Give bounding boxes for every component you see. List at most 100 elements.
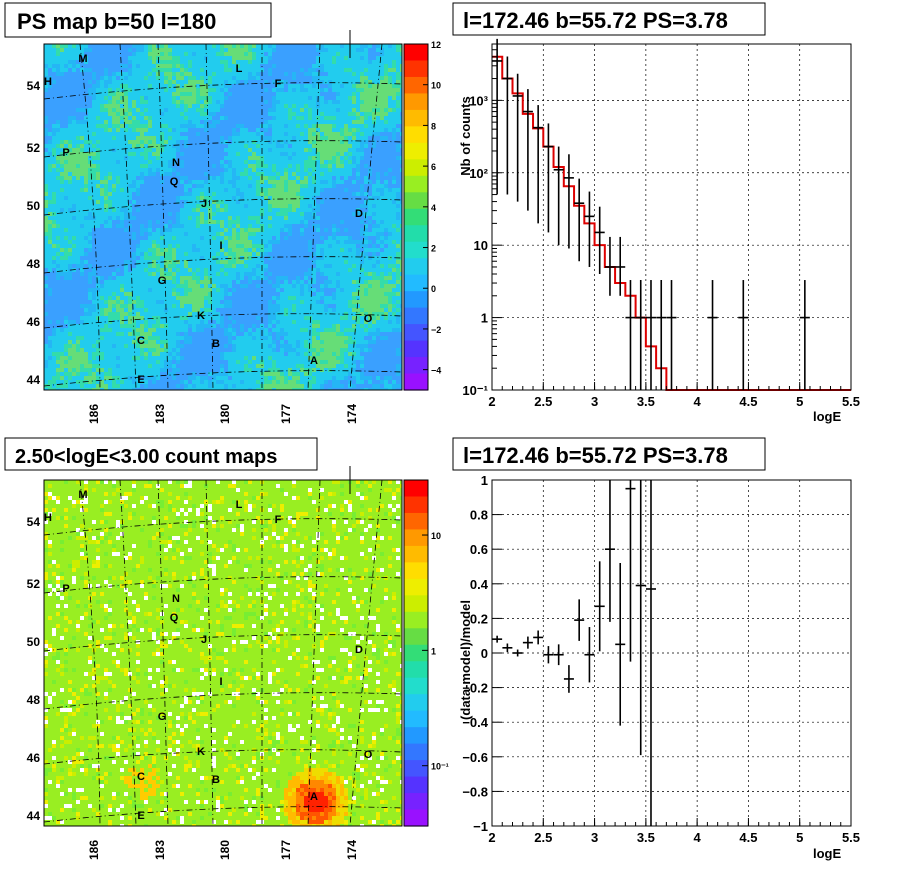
heatmap-cell	[292, 180, 296, 184]
heatmap-cell	[124, 64, 128, 68]
heatmap-cell	[212, 228, 216, 232]
heatmap-cell	[136, 128, 140, 132]
heatmap-cell	[192, 144, 196, 148]
heatmap-cell	[100, 264, 104, 268]
heatmap-cell	[228, 144, 232, 148]
heatmap-cell	[220, 128, 224, 132]
heatmap-cell	[396, 56, 400, 60]
heatmap-cell	[308, 236, 312, 240]
heatmap-cell	[360, 60, 364, 64]
heatmap-cell	[400, 248, 402, 252]
heatmap-cell	[84, 100, 88, 104]
heatmap-cell	[64, 108, 68, 112]
heatmap-cell	[292, 228, 296, 232]
heatmap-cell	[268, 68, 272, 72]
heatmap-cell	[56, 44, 60, 48]
heatmap-cell	[204, 200, 208, 204]
heatmap-cell	[112, 76, 116, 80]
heatmap-cell	[52, 104, 56, 108]
heatmap-cell	[60, 220, 64, 224]
heatmap-cell	[84, 44, 88, 48]
heatmap-cell	[328, 224, 332, 228]
heatmap-cell	[364, 140, 368, 144]
heatmap-cell	[336, 96, 340, 100]
heatmap-cell	[52, 180, 56, 184]
heatmap-cell	[216, 200, 220, 204]
heatmap-cell	[324, 232, 328, 236]
heatmap-cell	[72, 104, 76, 108]
heatmap-cell	[180, 140, 184, 144]
heatmap-cell	[156, 100, 160, 104]
heatmap-cell	[244, 84, 248, 88]
heatmap-cell	[116, 132, 120, 136]
heatmap-cell	[64, 56, 68, 60]
heatmap-cell	[388, 88, 392, 92]
heatmap-cell	[380, 232, 384, 236]
heatmap-cell	[116, 104, 120, 108]
heatmap-cell	[300, 124, 304, 128]
heatmap-cell	[92, 48, 96, 52]
heatmap-cell	[208, 116, 212, 120]
heatmap-cell	[212, 244, 216, 248]
heatmap-cell	[204, 148, 208, 152]
heatmap-cell	[344, 100, 348, 104]
heatmap-cell	[108, 256, 112, 260]
heatmap-cell	[388, 60, 392, 64]
heatmap-cell	[160, 128, 164, 132]
heatmap-cell	[64, 92, 68, 96]
heatmap-cell	[172, 220, 176, 224]
heatmap-cell	[148, 92, 152, 96]
heatmap-cell	[204, 204, 208, 208]
heatmap-cell	[232, 172, 236, 176]
heatmap-cell	[48, 112, 52, 116]
heatmap-cell	[144, 244, 148, 248]
heatmap-cell	[188, 248, 192, 252]
heatmap-cell	[276, 240, 280, 244]
heatmap-cell	[120, 256, 124, 260]
heatmap-cell	[312, 236, 316, 240]
heatmap-cell	[124, 204, 128, 208]
heatmap-cell	[320, 120, 324, 124]
heatmap-cell	[224, 200, 228, 204]
heatmap-cell	[236, 176, 240, 180]
heatmap-cell	[52, 164, 56, 168]
heatmap-cell	[300, 256, 304, 260]
heatmap-cell	[52, 200, 56, 204]
heatmap-cell	[276, 196, 280, 200]
heatmap-cell	[272, 108, 276, 112]
heatmap-cell	[284, 256, 288, 260]
heatmap-cell	[88, 84, 92, 88]
heatmap-cell	[232, 156, 236, 160]
heatmap-cell	[200, 88, 204, 92]
heatmap-cell	[136, 172, 140, 176]
heatmap-cell	[112, 68, 116, 72]
heatmap-cell	[232, 144, 236, 148]
heatmap-cell	[372, 104, 376, 108]
heatmap-cell	[360, 108, 364, 112]
heatmap-cell	[148, 160, 152, 164]
heatmap-cell	[160, 112, 164, 116]
heatmap-cell	[380, 156, 384, 160]
heatmap-cell	[44, 168, 48, 172]
heatmap-cell	[376, 100, 380, 104]
heatmap-cell	[248, 172, 252, 176]
heatmap-cell	[144, 68, 148, 72]
heatmap-cell	[92, 144, 96, 148]
heatmap-cell	[96, 64, 100, 68]
heatmap-cell	[112, 72, 116, 76]
heatmap-cell	[228, 60, 232, 64]
heatmap-cell	[96, 136, 100, 140]
heatmap-cell	[120, 80, 124, 84]
heatmap-cell	[96, 76, 100, 80]
heatmap-cell	[340, 244, 344, 248]
heatmap-cell	[288, 68, 292, 72]
heatmap-cell	[72, 116, 76, 120]
heatmap-cell	[148, 240, 152, 244]
heatmap-cell	[312, 128, 316, 132]
heatmap-cell	[172, 108, 176, 112]
heatmap-cell	[200, 56, 204, 60]
heatmap-cell	[180, 204, 184, 208]
heatmap-cell	[64, 120, 68, 124]
heatmap-cell	[176, 44, 180, 48]
heatmap-cell	[104, 212, 108, 216]
